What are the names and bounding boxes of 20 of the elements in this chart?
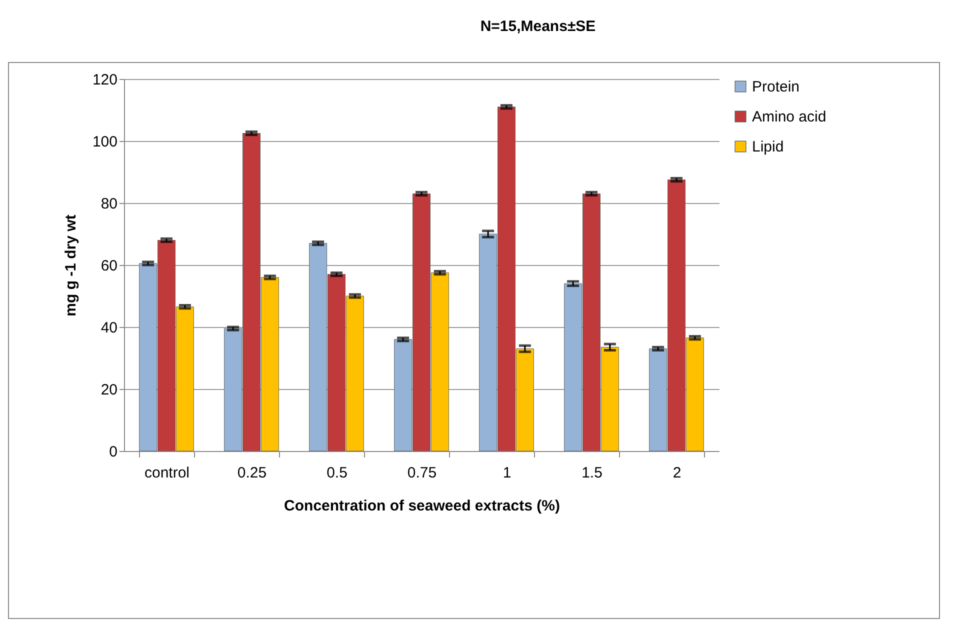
- y-tick-label: 0: [109, 444, 118, 460]
- x-tick-label: 1.5: [582, 464, 602, 482]
- x-tick-label: 0.5: [326, 464, 348, 482]
- x-tick-label: 0.75: [407, 464, 437, 482]
- legend-label: Protein: [752, 78, 800, 96]
- x-tick-label: control: [144, 464, 190, 482]
- x-tick-label: 2: [672, 464, 682, 482]
- y-tick-label: 20: [100, 382, 118, 398]
- y-tick-label: 100: [92, 134, 118, 150]
- chart-title: N=15,Means±SE: [479, 18, 597, 35]
- y-tick-label: 80: [100, 196, 118, 212]
- x-tick-label: 1: [502, 464, 512, 482]
- y-tick-label: 120: [92, 72, 118, 88]
- x-tick-label: 0.25: [237, 464, 267, 482]
- y-axis-title: mg g -1 dry wt: [62, 214, 80, 316]
- legend-label: Amino acid: [752, 108, 826, 126]
- y-tick-label: 60: [100, 258, 118, 274]
- legend-label: Lipid: [752, 138, 784, 156]
- y-tick-label: 40: [100, 320, 118, 336]
- x-axis-title: Concentration of seaweed extracts (%): [284, 498, 560, 514]
